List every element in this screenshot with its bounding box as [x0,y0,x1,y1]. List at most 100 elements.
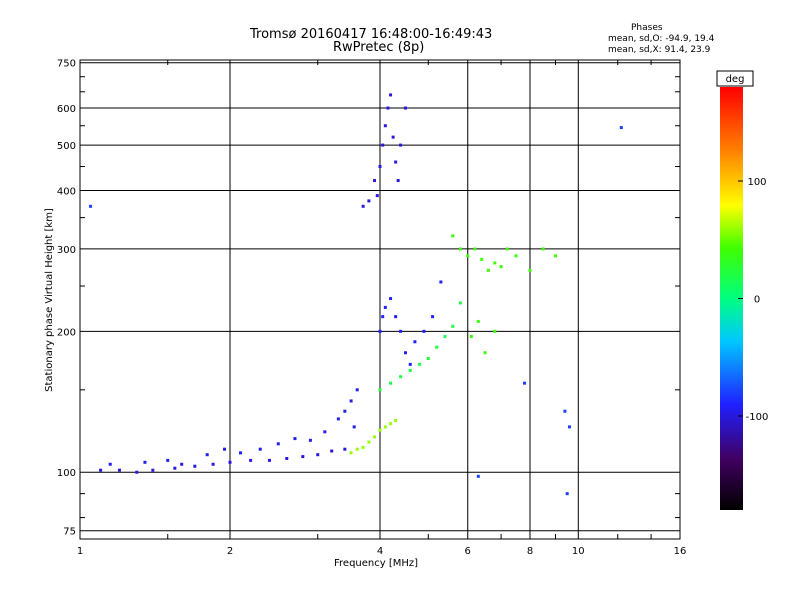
data-point [528,268,532,272]
data-point [476,474,480,478]
colorbar-label-frame [716,70,754,87]
data-point [426,356,430,360]
data-point [451,324,455,328]
data-point [349,399,353,403]
phase-stats-heading: Phases [631,23,663,33]
chart-title: Tromsø 20160417 16:48:00-16:49:43 [250,27,493,42]
data-point [389,297,393,301]
data-point [458,247,462,251]
grid-lines [80,60,680,539]
chart-subtitle: RwPretec (8p) [333,40,425,55]
data-point [180,462,184,466]
data-point [276,442,280,446]
data-point [394,418,398,422]
data-point [476,319,480,323]
data-point [514,254,518,258]
data-points [89,93,623,496]
data-point [483,351,487,355]
data-point [373,179,377,183]
y-tick-label: 75 [63,527,76,538]
data-point [343,409,347,413]
y-tick-label: 500 [57,141,76,152]
y-tick-label: 600 [57,104,76,115]
data-point [381,143,385,147]
y-tick-label: 400 [57,186,76,197]
data-point [349,451,353,455]
data-point [505,247,509,251]
data-point [389,93,393,97]
x-tick-label: 4 [377,546,383,557]
data-point [399,329,403,333]
data-point [117,468,121,472]
x-tick-label: 10 [572,546,585,557]
data-point [336,417,340,421]
data-point [403,351,407,355]
data-point [193,464,197,468]
data-point [458,301,462,305]
y-tick-label: 200 [57,327,76,338]
data-point [205,453,209,457]
data-point [135,470,139,474]
data-point [367,199,371,203]
plot-frame [79,59,681,540]
data-point [493,329,497,333]
data-point [293,437,297,441]
data-point [394,160,398,164]
data-point [361,204,365,208]
colorbar-tick-label: 100 [747,177,766,188]
data-point [466,254,470,258]
data-point [408,368,412,372]
x-tick-label: 16 [674,546,687,557]
axis-ticks: 1 2 4 6 8 10 16 75 100 200 300 400 500 600 750 [57,59,686,557]
data-point [316,453,320,457]
data-point [375,194,379,198]
data-point [151,468,155,472]
data-point [486,268,490,272]
data-point [108,462,112,466]
data-point [408,362,412,366]
data-point [383,124,387,128]
data-point [389,422,393,426]
phase-stats-o: mean, sd,O: -94.9, 19.4 [608,34,715,44]
data-point [563,409,567,413]
data-point [173,466,177,470]
data-point [417,362,421,366]
data-point [355,447,359,451]
data-point [258,447,262,451]
y-tick-label: 100 [57,468,76,479]
x-tick-label: 1 [77,546,83,557]
data-point [523,381,527,385]
data-point [378,428,382,432]
data-point [308,438,312,442]
data-point [431,315,435,319]
data-point [391,135,395,139]
data-point [422,329,426,333]
data-point [439,280,443,284]
data-point [383,305,387,309]
data-point [383,425,387,429]
data-point [378,388,382,392]
data-point [330,449,334,453]
data-point [343,447,347,451]
data-point [361,445,365,449]
x-tick-label: 2 [227,546,233,557]
data-point [228,460,232,464]
data-point [541,247,545,251]
data-point [394,315,398,319]
data-point [399,143,403,147]
data-point [565,492,569,496]
data-point [493,261,497,265]
data-point [451,234,455,238]
x-axis-label: Frequency [MHz] [334,558,419,569]
data-point [480,257,484,261]
data-point [249,458,253,462]
phase-stats-x: mean, sd,X: 91.4, 23.9 [608,45,711,55]
data-point [473,247,477,251]
data-point [166,458,170,462]
data-point [389,381,393,385]
x-tick-label: 6 [465,546,471,557]
data-point [619,126,623,130]
data-point [223,447,227,451]
data-point [553,254,557,258]
